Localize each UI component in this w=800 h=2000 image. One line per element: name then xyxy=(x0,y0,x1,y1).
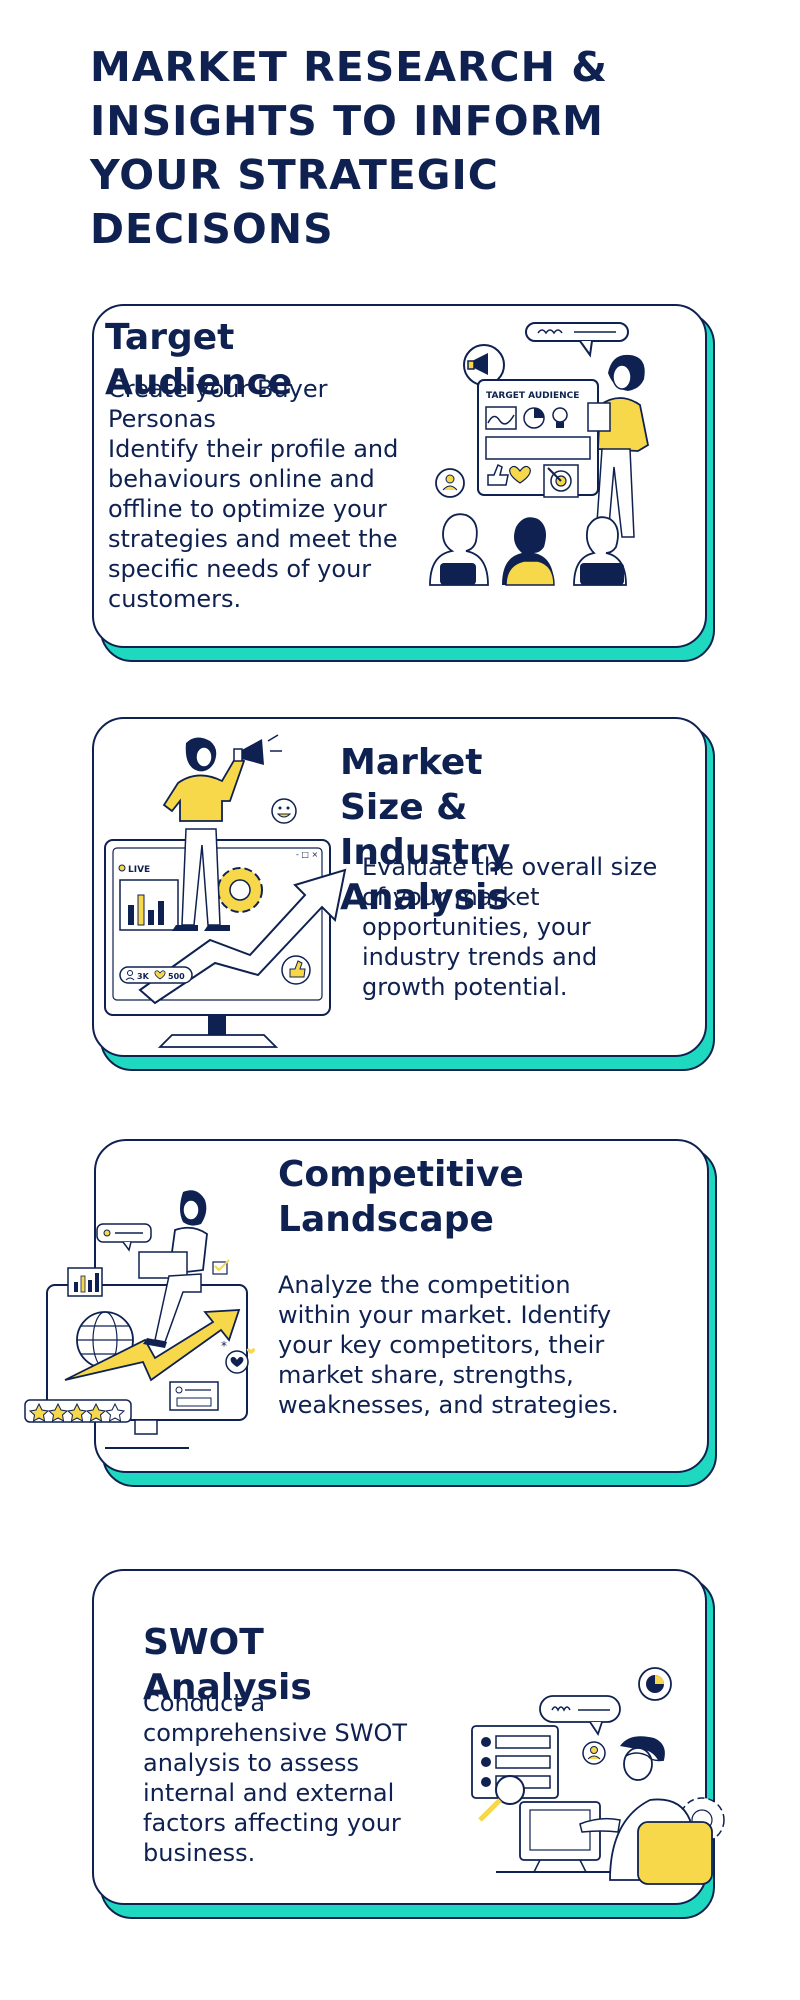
section-title: SWOT Analysis xyxy=(143,1622,312,1708)
bar-chart-icon xyxy=(67,1267,103,1297)
list-icon xyxy=(471,1725,559,1799)
thumbs-up-icon xyxy=(487,463,509,486)
person-figure xyxy=(138,1190,208,1348)
megaphone-icon xyxy=(233,734,282,765)
target-audience-illustration: TARGET AUDIENCE xyxy=(429,322,650,586)
section-title: Market Size & Industry Analysis xyxy=(340,742,511,918)
lightbulb-icon xyxy=(552,407,568,428)
swot-illustration xyxy=(471,1667,725,1885)
laptop-icon xyxy=(496,1801,620,1873)
magnifier-icon xyxy=(478,1775,525,1822)
person-figure xyxy=(579,1736,713,1885)
rating-stars xyxy=(24,1399,132,1423)
likes-count: 500 xyxy=(168,972,185,981)
user-icon xyxy=(582,1741,606,1765)
pie-chart-icon xyxy=(523,407,545,429)
check-icon xyxy=(212,1259,230,1275)
section-body: Create your Buyer Personas Identify thei… xyxy=(108,375,399,613)
arrow-up-icon xyxy=(64,1309,241,1382)
star-icon xyxy=(28,1402,126,1422)
smiley-icon xyxy=(271,798,297,824)
followers-count: 3K xyxy=(137,972,150,981)
arrow-up-icon xyxy=(138,868,347,1005)
section-body: Evaluate the overall size of your market… xyxy=(362,853,658,1001)
market-size-illustration: LIVE - □ × 3K 500 xyxy=(104,734,347,1048)
bar-chart-icon xyxy=(119,879,179,931)
section-body: Conduct a comprehensive SWOT analysis to… xyxy=(143,1689,408,1867)
target-icon xyxy=(543,464,579,498)
competitive-illustration: * xyxy=(24,1190,256,1449)
section-title: Target Audience xyxy=(105,317,293,403)
board-label: TARGET AUDIENCE xyxy=(486,391,579,401)
section-body: Analyze the competition within your mark… xyxy=(278,1271,619,1419)
svg-text:*: * xyxy=(221,1339,227,1353)
presenter-figure xyxy=(587,354,650,538)
chat-bubble-icon xyxy=(539,1695,621,1737)
page-title: MARKET RESEARCH & INSIGHTS TO INFORM YOU… xyxy=(90,43,608,253)
pie-chart-icon xyxy=(638,1667,672,1701)
heart-icon: * xyxy=(221,1339,256,1374)
live-label: LIVE xyxy=(128,865,150,875)
user-icon xyxy=(435,468,465,498)
audience-figures xyxy=(429,513,627,586)
section-title: Competitive Landscape xyxy=(278,1154,524,1240)
heart-icon xyxy=(509,465,531,484)
chat-bubble-icon xyxy=(96,1223,152,1252)
chat-bubble-icon xyxy=(525,322,629,358)
thumbs-up-icon xyxy=(281,955,311,985)
gear-icon xyxy=(217,867,263,913)
info-card xyxy=(169,1381,219,1411)
svg-text:- □ ×: - □ × xyxy=(296,850,318,859)
stats-pill: 3K 500 xyxy=(119,966,193,984)
person-figure xyxy=(162,737,246,931)
